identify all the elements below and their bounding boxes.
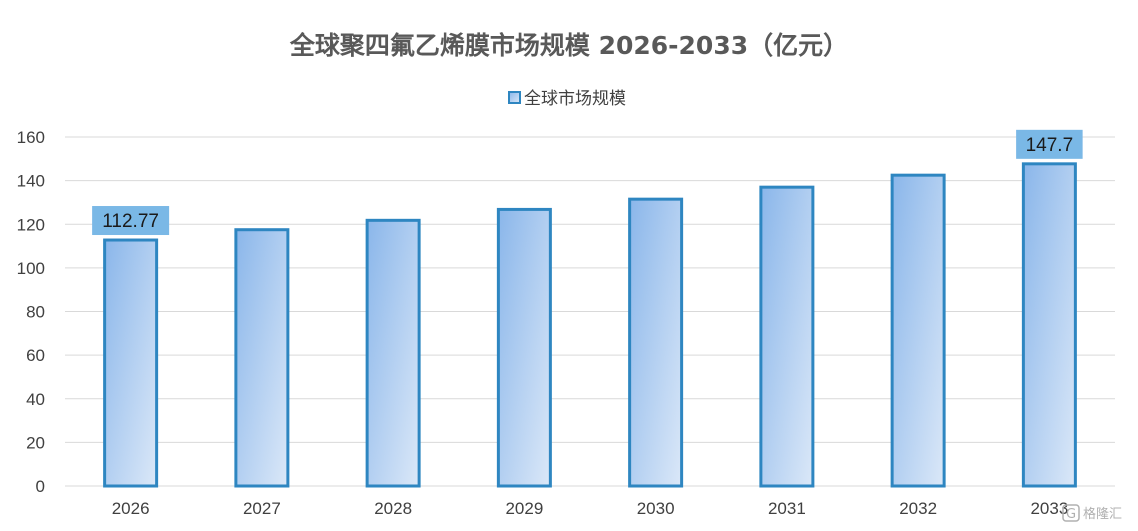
y-tick-label: 20 xyxy=(26,433,45,452)
data-labels: 112.77 147.7 xyxy=(92,129,1083,236)
x-tick-label: 2026 xyxy=(112,499,150,518)
data-label: 112.77 xyxy=(102,211,159,232)
x-tick-label: 2031 xyxy=(768,499,806,518)
watermark: G 格隆汇 xyxy=(1062,504,1122,522)
y-axis-ticks: 0 20 40 60 80 100 120 140 160 xyxy=(17,128,45,496)
y-tick-label: 120 xyxy=(17,215,45,234)
bars xyxy=(103,162,1077,488)
x-tick-label: 2027 xyxy=(243,499,281,518)
x-axis-ticks: 2026 2027 2028 2029 2030 2031 2032 2033 xyxy=(112,499,1069,518)
watermark-text: 格隆汇 xyxy=(1083,506,1122,522)
chart-title: 全球聚四氟乙烯膜市场规模 2026-2033（亿元） xyxy=(289,31,848,60)
y-tick-label: 40 xyxy=(26,390,45,409)
bar-2030 xyxy=(628,197,684,488)
x-tick-label: 2033 xyxy=(1030,499,1068,518)
bar-2032 xyxy=(890,173,946,488)
y-tick-label: 160 xyxy=(17,128,45,147)
bar-2029 xyxy=(496,207,552,488)
data-label-box xyxy=(92,206,170,236)
y-tick-label: 0 xyxy=(36,477,45,496)
gridlines xyxy=(65,136,1115,487)
bar-2031 xyxy=(759,185,815,488)
x-tick-label: 2030 xyxy=(637,499,675,518)
data-label-box xyxy=(1016,129,1083,159)
legend-label: 全球市场规模 xyxy=(524,89,626,109)
y-tick-label: 60 xyxy=(26,346,45,365)
x-tick-label: 2028 xyxy=(374,499,412,518)
bar-2028 xyxy=(365,218,421,488)
x-tick-label: 2032 xyxy=(899,499,937,518)
legend-swatch xyxy=(508,91,521,104)
watermark-logo-icon xyxy=(1062,504,1080,522)
legend: 全球市场规模 xyxy=(508,89,626,109)
x-tick-label: 2029 xyxy=(505,499,543,518)
data-label: 147.7 xyxy=(1026,135,1074,156)
y-tick-label: 100 xyxy=(17,259,45,278)
bar-2027 xyxy=(234,228,290,488)
y-tick-label: 140 xyxy=(17,172,45,191)
watermark-logo-letter: G xyxy=(1066,507,1076,522)
bar-2026 xyxy=(103,238,159,488)
bar-2033 xyxy=(1021,162,1077,488)
y-tick-label: 80 xyxy=(26,303,45,322)
